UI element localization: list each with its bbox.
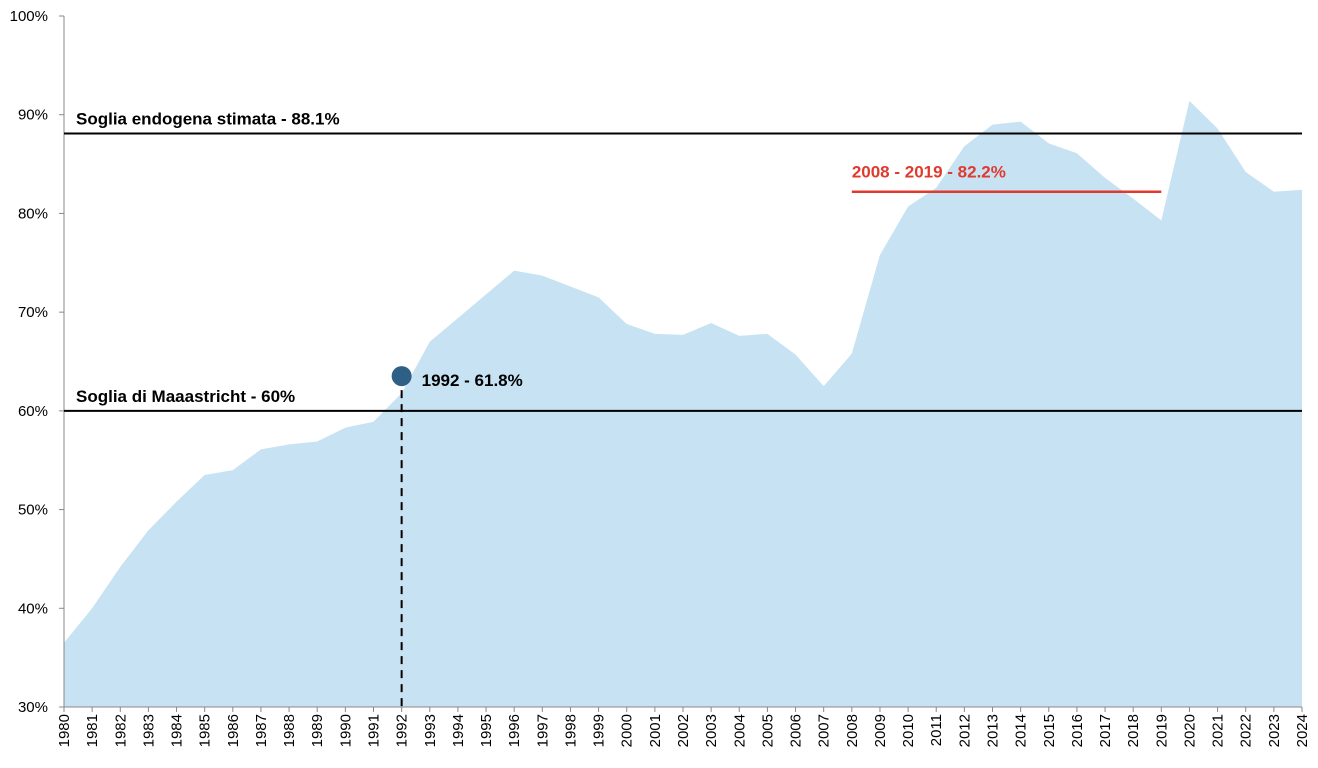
x-tick-label: 2003 (703, 714, 720, 747)
x-tick-label: 2024 (1294, 714, 1311, 747)
x-tick-label: 1980 (56, 714, 73, 747)
x-tick-label: 1985 (197, 714, 214, 747)
marker-dot (391, 366, 412, 387)
x-tick-label: 2014 (1013, 714, 1030, 747)
x-tick-label: 1991 (366, 714, 383, 747)
y-tick-label: 50% (18, 502, 48, 519)
y-tick-label: 80% (18, 205, 48, 222)
x-tick-label: 1990 (337, 714, 354, 747)
x-tick-label: 2011 (928, 714, 945, 746)
x-tick-label: 2019 (1153, 714, 1170, 747)
x-tick-label: 2000 (619, 714, 636, 747)
x-tick-label: 1997 (534, 714, 551, 747)
x-tick-label: 1989 (309, 714, 326, 747)
y-tick-label: 40% (18, 600, 48, 617)
x-tick-label: 2007 (816, 714, 833, 747)
x-tick-label: 2015 (1041, 714, 1058, 747)
axis-layer: 30% 40% 50% 60% 70% 80% 90% 100% 1980 1981 1982 198… (10, 8, 1311, 747)
y-tick-label: 70% (18, 304, 48, 321)
x-tick-label: 1988 (281, 714, 298, 747)
x-tick-label: 1998 (562, 714, 579, 747)
x-tick-label: 2001 (647, 714, 664, 747)
reference-lines: Soglia endogena stimata - 88.1% Soglia di… (64, 109, 1302, 412)
x-tick-label: 2006 (788, 714, 805, 747)
area-series-0 (64, 100, 1302, 707)
period-average-label: 2008 - 2019 - 82.2% (852, 163, 1006, 182)
x-tick-label: 2017 (1097, 714, 1114, 747)
x-tick-label: 2021 (1210, 714, 1227, 747)
area-layer (64, 100, 1302, 707)
x-tick-label: 2016 (1069, 714, 1086, 747)
x-tick-label: 1986 (225, 714, 242, 747)
x-tick-label: 2008 (844, 714, 861, 747)
x-tick-label: 2002 (675, 714, 692, 747)
x-tick-label: 2013 (985, 714, 1002, 747)
x-tick-label: 1981 (84, 714, 101, 747)
x-tick-label: 2018 (1125, 714, 1142, 747)
annotations: 2008 - 2019 - 82.2% 1992 - 61.8% (391, 163, 1162, 707)
marker-label: 1992 - 61.8% (422, 371, 523, 390)
x-tick-label: 1996 (506, 714, 523, 747)
x-tick-label: 2012 (956, 714, 973, 747)
y-tick-label: 30% (18, 699, 48, 716)
x-tick-label: 1982 (112, 714, 129, 747)
x-tick-label: 1994 (450, 714, 467, 747)
y-tick-label: 100% (10, 8, 48, 25)
x-tick-label: 2009 (872, 714, 889, 747)
reference-line-label-1: Soglia di Maaastricht - 60% (76, 387, 295, 406)
x-tick-label: 1993 (422, 714, 439, 747)
y-tick-label: 90% (18, 107, 48, 124)
y-tick-label: 60% (18, 403, 48, 420)
reference-line-label-0: Soglia endogena stimata - 88.1% (76, 109, 340, 128)
x-tick-label: 2023 (1266, 714, 1283, 747)
x-tick-label: 1987 (253, 714, 270, 747)
x-tick-label: 1995 (478, 714, 495, 747)
x-tick-label: 1983 (140, 714, 157, 747)
x-tick-label: 2010 (900, 714, 917, 747)
x-tick-label: 1992 (394, 714, 411, 747)
x-tick-label: 2022 (1238, 714, 1255, 747)
x-tick-label: 2005 (759, 714, 776, 747)
x-tick-label: 1984 (169, 714, 186, 747)
x-tick-label: 2004 (731, 714, 748, 747)
x-tick-label: 2020 (1181, 714, 1198, 747)
x-tick-label: 1999 (591, 714, 608, 747)
